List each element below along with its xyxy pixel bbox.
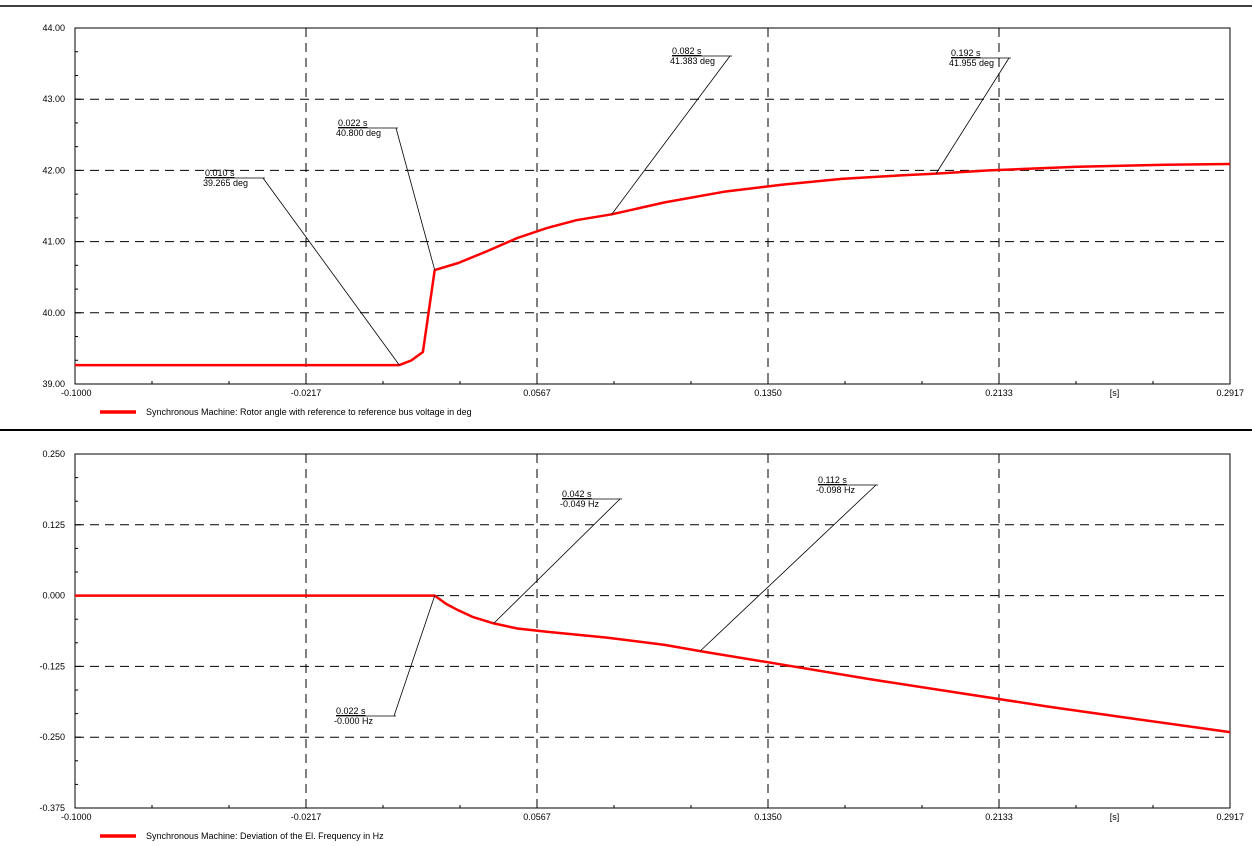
x-tick-label: 0.1350 [754,388,782,398]
y-tick-label: 0.125 [42,520,65,530]
y-tick-label: 41.00 [42,237,65,247]
x-tick-label: 0.0567 [523,388,551,398]
y-tick-label: 42.00 [42,165,65,175]
x-tick-label: 0.1350 [754,812,782,822]
annotation-value-label: 39.265 deg [203,178,248,188]
annotation-time-label: 0.082 s [672,46,702,56]
legend-label: Synchronous Machine: Deviation of the El… [146,831,384,841]
annotation-time-label: 0.042 s [562,489,592,499]
legend-label: Synchronous Machine: Rotor angle with re… [146,407,472,417]
y-tick-label: -0.125 [39,661,65,671]
x-tick-label: -0.0217 [291,812,322,822]
annotation-value-label: 41.383 deg [670,56,715,66]
annotation-time-label: 0.112 s [818,475,847,485]
x-unit-label: [s] [1110,388,1120,398]
annotation-value-label: -0.000 Hz [334,716,374,726]
annotation-value-label: -0.049 Hz [560,499,600,509]
annotation-time-label: 0.010 s [205,168,235,178]
y-tick-label: 44.00 [42,23,65,33]
annotation-leader [935,57,1010,174]
series-line [75,594,1231,734]
annotation-value-label: -0.098 Hz [816,485,856,495]
plot-frame [74,27,1231,385]
annotation-leader [699,484,877,652]
annotation-leader [262,177,400,366]
annotation-leader [493,498,621,624]
x-tick-label: 0.2133 [985,812,1013,822]
x-tick-label: 0.0567 [523,812,551,822]
annotation-value-label: 41.955 deg [949,58,994,68]
annotation-value-label: 40.800 deg [336,128,381,138]
series-line [75,162,1231,367]
rotor-angle-chart: 44.00 43.00 42.00 41.00 40.00 39.00-0.1000 -0.… [42,23,1244,417]
x-tick-label: -0.0217 [291,388,322,398]
annotation-leader [611,55,731,215]
x-tick-label: 0.2917 [1216,388,1244,398]
x-tick-label: 0.2133 [985,388,1013,398]
annotation-time-label: 0.022 s [336,706,366,716]
y-tick-label: 43.00 [42,94,65,104]
x-tick-label: -0.1000 [61,812,92,822]
y-tick-label: -0.250 [39,732,65,742]
y-tick-label: 0.000 [42,591,65,601]
annotation-leader [395,127,436,271]
annotation-leader [393,595,436,717]
y-tick-label: 39.00 [42,379,65,389]
y-tick-label: 40.00 [42,308,65,318]
x-unit-label: [s] [1110,812,1120,822]
annotation-time-label: 0.022 s [338,118,368,128]
annotation-time-label: 0.192 s [951,48,981,58]
plot-frame [74,453,1231,809]
y-tick-label: 0.250 [42,449,65,459]
y-tick-label: -0.375 [39,803,65,813]
frequency-deviation-chart: 0.250 0.125 0.000 -0.125 -0.250 -0.375-0.1000… [39,449,1244,841]
x-tick-label: -0.1000 [61,388,92,398]
x-tick-label: 0.2917 [1216,812,1244,822]
